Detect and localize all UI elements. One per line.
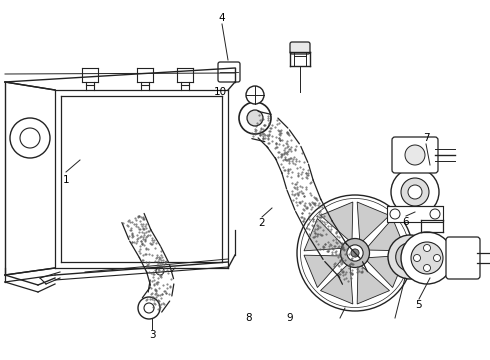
Text: 10: 10 — [214, 87, 226, 97]
Polygon shape — [357, 202, 390, 244]
Circle shape — [434, 255, 441, 261]
Text: 8: 8 — [245, 313, 252, 323]
Circle shape — [388, 235, 432, 279]
Circle shape — [239, 102, 271, 134]
FancyBboxPatch shape — [392, 137, 438, 173]
Circle shape — [10, 118, 50, 158]
Circle shape — [411, 242, 443, 274]
Polygon shape — [320, 202, 353, 243]
Circle shape — [347, 245, 363, 261]
Text: 7: 7 — [423, 133, 429, 143]
Circle shape — [408, 185, 422, 199]
Polygon shape — [365, 219, 406, 251]
Circle shape — [341, 239, 369, 267]
Polygon shape — [304, 255, 345, 288]
Circle shape — [247, 110, 263, 126]
Circle shape — [156, 267, 164, 275]
Text: 6: 6 — [403, 217, 409, 227]
Polygon shape — [364, 255, 406, 288]
Circle shape — [297, 195, 413, 311]
Text: 3: 3 — [148, 330, 155, 340]
Text: 5: 5 — [416, 300, 422, 310]
Circle shape — [401, 178, 429, 206]
Text: 2: 2 — [259, 218, 265, 228]
FancyBboxPatch shape — [218, 62, 240, 82]
Circle shape — [391, 168, 439, 216]
Polygon shape — [357, 263, 390, 304]
Polygon shape — [304, 219, 346, 251]
Circle shape — [423, 265, 431, 271]
Circle shape — [401, 232, 453, 284]
Text: 1: 1 — [63, 175, 69, 185]
Polygon shape — [320, 262, 353, 304]
Circle shape — [343, 268, 371, 296]
Text: 4: 4 — [219, 13, 225, 23]
Bar — [387, 206, 443, 222]
Text: 9: 9 — [287, 313, 294, 323]
Circle shape — [405, 145, 425, 165]
Circle shape — [20, 128, 40, 148]
Circle shape — [402, 249, 417, 265]
Circle shape — [390, 209, 400, 219]
Circle shape — [423, 244, 431, 252]
Circle shape — [414, 255, 420, 261]
Circle shape — [246, 86, 264, 104]
Circle shape — [138, 297, 160, 319]
Circle shape — [351, 249, 359, 257]
FancyBboxPatch shape — [290, 42, 310, 54]
Circle shape — [144, 303, 154, 313]
Circle shape — [350, 275, 364, 289]
Circle shape — [430, 209, 440, 219]
FancyBboxPatch shape — [446, 237, 480, 279]
Circle shape — [396, 243, 424, 271]
